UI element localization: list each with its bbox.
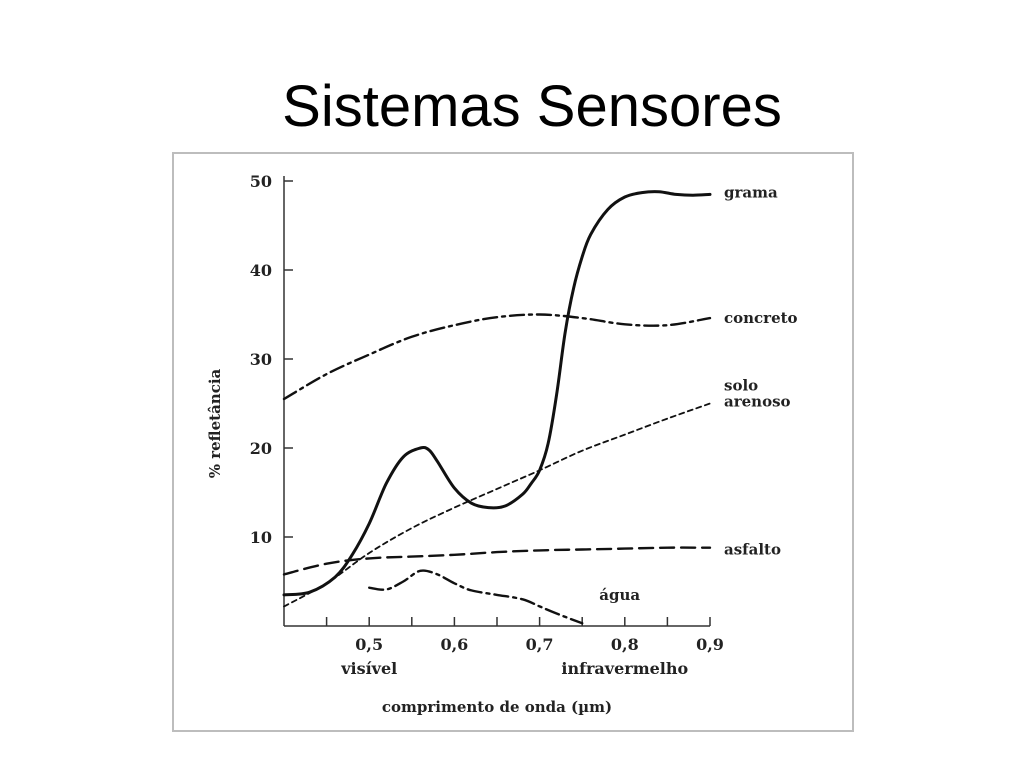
x-axis-title: comprimento de onda (µm) (382, 698, 612, 716)
band-label-1: infravermelho (561, 659, 688, 678)
series-line-0 (282, 190, 712, 597)
x-tick-label: 0,8 (611, 635, 639, 654)
series-label-2: solo arenoso (724, 377, 791, 411)
series-line-2 (283, 402, 711, 608)
slide-title: Sistemas Sensores (282, 74, 782, 139)
y-tick-label: 30 (250, 350, 272, 369)
series-line-1 (282, 313, 712, 401)
series-label-4: água (599, 586, 640, 604)
x-tick-label: 0,9 (696, 635, 724, 654)
reflectance-chart: 10 20 30 40 50 0,5 0,6 0,7 0,8 0,9 visível infraver… (206, 172, 798, 716)
y-tick-label: 50 (250, 172, 272, 191)
series-label-0: grama (724, 183, 778, 201)
series-label-3: asfalto (724, 541, 781, 559)
x-tick-label: 0,5 (355, 635, 383, 654)
y-tick-label: 40 (250, 261, 272, 280)
y-axis-title: % refletância (206, 368, 224, 478)
y-tick-label: 10 (250, 528, 272, 547)
x-tick-label: 0,7 (526, 635, 554, 654)
series-label-1: concreto (724, 309, 798, 327)
y-tick-label: 20 (250, 439, 272, 458)
series-line-3 (282, 546, 712, 576)
series-line-4 (368, 569, 584, 625)
chart-figure: 10 20 30 40 50 0,5 0,6 0,7 0,8 0,9 visível infraver… (172, 152, 854, 732)
band-label-0: visível (340, 659, 397, 678)
x-tick-label: 0,6 (440, 635, 468, 654)
